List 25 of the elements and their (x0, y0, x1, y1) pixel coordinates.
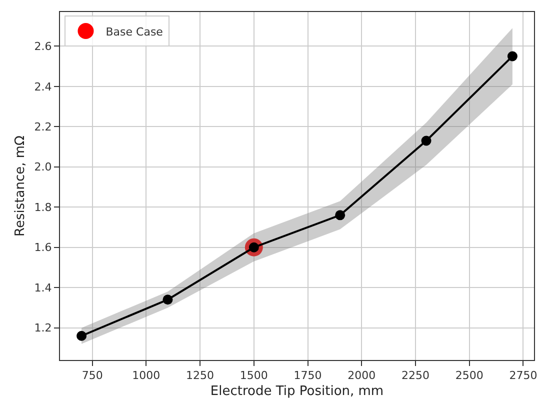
x-tick-label: 2500 (455, 369, 484, 382)
x-tick-label: 1500 (240, 369, 268, 382)
x-tick-label: 2250 (402, 369, 430, 382)
point (76, 330, 87, 341)
x-tick-label: 1000 (132, 369, 160, 382)
y-tick-label: 1.2 (34, 322, 52, 335)
x-tick-label: 2750 (509, 369, 538, 382)
y-tick-label: 1.8 (34, 200, 52, 214)
point (421, 136, 432, 146)
x-tick-label: 1750 (294, 369, 322, 382)
y-tick-label: 2.2 (34, 120, 52, 134)
point (507, 51, 518, 62)
y-tick-label: 1.6 (34, 241, 52, 254)
x-tick-label: 750 (82, 369, 103, 382)
x-tick-label: 1250 (186, 369, 214, 382)
x-tick-label: 2000 (348, 369, 376, 382)
y-tick-label: 1.4 (34, 281, 52, 294)
y-tick-label: 2.0 (34, 160, 52, 174)
x-axis-title: Electrode Tip Position, mm (210, 384, 384, 399)
y-tick-label: 2.4 (34, 80, 52, 94)
y-tick-label: 2.6 (34, 40, 52, 54)
point (162, 294, 173, 305)
y-axis-title: Resistance, mΩ (13, 135, 28, 236)
legend-label: Base Case (106, 25, 164, 38)
point (335, 210, 346, 220)
